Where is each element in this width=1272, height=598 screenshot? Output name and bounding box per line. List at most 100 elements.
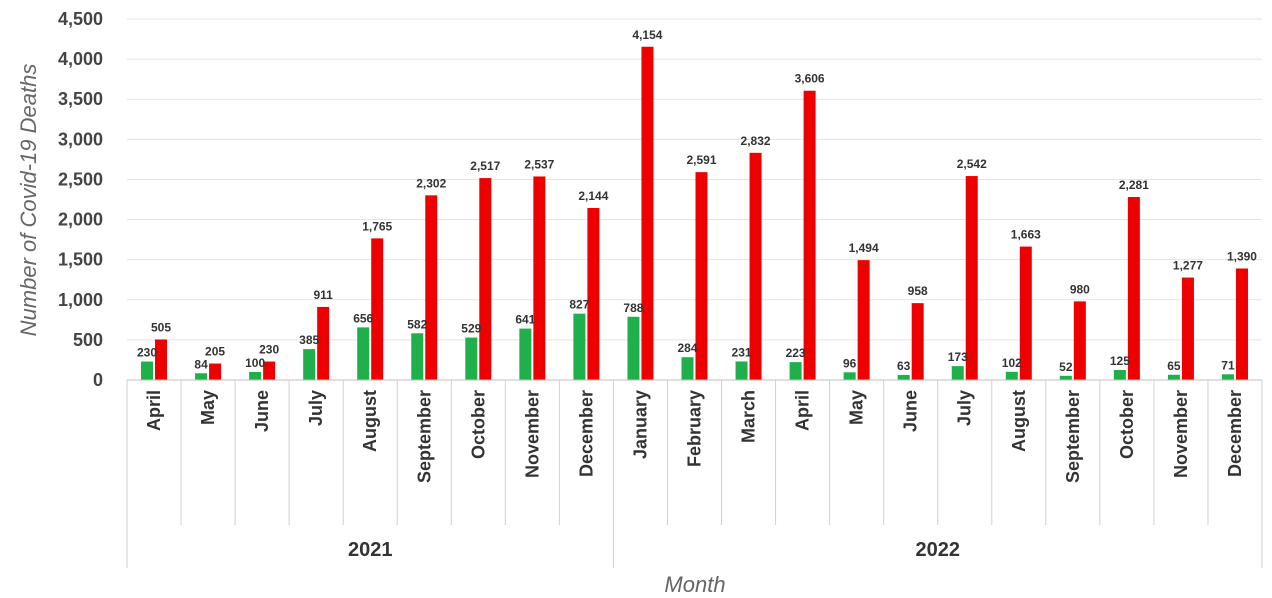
x-tick-label: January xyxy=(630,390,650,459)
bar-series1 xyxy=(1113,369,1126,380)
data-label-series2: 2,591 xyxy=(686,153,716,167)
bar-series2 xyxy=(209,363,222,380)
x-tick-label: November xyxy=(522,390,542,478)
bar-series2 xyxy=(1235,268,1248,380)
x-tick-label: May xyxy=(198,390,218,425)
x-tick-label: April xyxy=(144,390,164,431)
data-label-series2: 1,277 xyxy=(1173,259,1203,273)
data-label-series2: 2,517 xyxy=(470,159,500,173)
bar-series2 xyxy=(965,176,978,380)
bar-series1 xyxy=(519,328,532,380)
bar-series1 xyxy=(1221,374,1234,380)
data-label-series1: 231 xyxy=(732,345,752,359)
y-axis-title: Number of Covid-19 Deaths xyxy=(16,64,41,337)
bar-series2 xyxy=(425,195,438,380)
axes: 0 500 1,000 1,500 2,000 2,500 3,000 3,500 4,000 4… xyxy=(58,9,1263,568)
data-label-series2: 1,494 xyxy=(849,241,879,255)
bar-series1 xyxy=(1167,374,1180,380)
bar-series1 xyxy=(681,357,694,380)
data-label-series2: 980 xyxy=(1070,282,1090,296)
y-tick-label: 3,000 xyxy=(58,129,103,149)
bar-series2 xyxy=(1019,246,1032,380)
bar-series2 xyxy=(263,361,276,380)
data-label-series1: 125 xyxy=(1110,354,1130,368)
x-tick-label: September xyxy=(414,390,434,483)
bar-series2 xyxy=(1127,197,1140,380)
data-label-series1: 641 xyxy=(515,313,535,327)
data-label-series2: 1,765 xyxy=(362,219,392,233)
bar-series1 xyxy=(141,361,154,380)
data-label-series1: 84 xyxy=(194,357,208,371)
data-label-series1: 385 xyxy=(299,333,319,347)
data-label-series2: 2,144 xyxy=(578,189,608,203)
data-label-series2: 2,832 xyxy=(741,134,771,148)
data-label-series2: 911 xyxy=(313,288,333,302)
bar-series1 xyxy=(411,333,424,380)
bar-series2 xyxy=(695,172,708,380)
bar-series2 xyxy=(533,176,546,380)
data-label-series2: 2,281 xyxy=(1119,178,1149,192)
data-label-series1: 96 xyxy=(843,356,857,370)
bar-series2 xyxy=(749,152,762,380)
x-tick-label: October xyxy=(468,390,488,459)
bar-series1 xyxy=(195,373,208,380)
data-label-series2: 958 xyxy=(908,284,928,298)
x-tick-label: August xyxy=(1009,390,1029,452)
bar-series1 xyxy=(789,362,802,380)
data-label-series1: 827 xyxy=(569,298,589,312)
y-tick-label: 4,500 xyxy=(58,9,103,29)
bar-series2 xyxy=(155,339,168,380)
data-label-series1: 788 xyxy=(623,301,643,315)
x-tick-label: July xyxy=(306,390,326,426)
bar-series2 xyxy=(1073,301,1086,380)
gridlines xyxy=(127,18,1262,341)
y-tick-label: 2,500 xyxy=(58,169,103,189)
data-label-series1: 71 xyxy=(1221,358,1235,372)
data-labels: 230505842051002303859116561,7655822,3025… xyxy=(137,28,1257,374)
bar-series1 xyxy=(627,316,640,380)
bar-series1 xyxy=(249,371,262,380)
bar-series1 xyxy=(303,349,316,380)
data-label-series2: 3,606 xyxy=(795,72,825,86)
data-label-series1: 223 xyxy=(786,346,806,360)
data-label-series2: 1,663 xyxy=(1011,228,1041,242)
x-tick-label: June xyxy=(901,390,921,432)
bar-series1 xyxy=(735,361,748,380)
bar-series1 xyxy=(951,366,964,380)
data-label-series1: 173 xyxy=(948,350,968,364)
data-label-series1: 102 xyxy=(1002,356,1022,370)
x-tick-label: December xyxy=(1225,390,1245,477)
data-label-series1: 284 xyxy=(677,341,697,355)
bar-series2 xyxy=(803,90,816,381)
y-tick-label: 1,000 xyxy=(58,290,103,310)
data-label-series1: 230 xyxy=(137,346,157,360)
y-tick-label: 4,000 xyxy=(58,49,103,69)
x-tick-label: October xyxy=(1117,390,1137,459)
data-label-series1: 656 xyxy=(353,311,373,325)
bar-series1 xyxy=(573,313,586,380)
y-tick-label: 2,000 xyxy=(58,210,103,230)
x-tick-label: June xyxy=(252,390,272,432)
data-label-series2: 205 xyxy=(205,345,225,359)
data-label-series1: 65 xyxy=(1167,359,1181,373)
data-label-series1: 63 xyxy=(897,359,911,373)
bar-series2 xyxy=(479,178,492,380)
x-axis-title: Month xyxy=(664,572,725,597)
data-label-series2: 2,302 xyxy=(416,176,446,190)
bar-series2 xyxy=(317,306,330,380)
x-tick-label: December xyxy=(576,390,596,477)
x-tick-label: March xyxy=(739,390,759,443)
group-label: 2022 xyxy=(915,539,960,561)
y-tick-label: 500 xyxy=(73,330,103,350)
bar-series2 xyxy=(1181,277,1194,380)
bar-series1 xyxy=(357,327,370,380)
x-tick-label: August xyxy=(360,390,380,452)
bars xyxy=(141,46,1248,381)
data-label-series1: 52 xyxy=(1059,360,1073,374)
bar-series1 xyxy=(1005,371,1018,380)
data-label-series1: 582 xyxy=(407,317,427,331)
x-tick-label: November xyxy=(1171,390,1191,478)
data-label-series2: 505 xyxy=(151,320,171,334)
bar-series1 xyxy=(1059,375,1072,380)
